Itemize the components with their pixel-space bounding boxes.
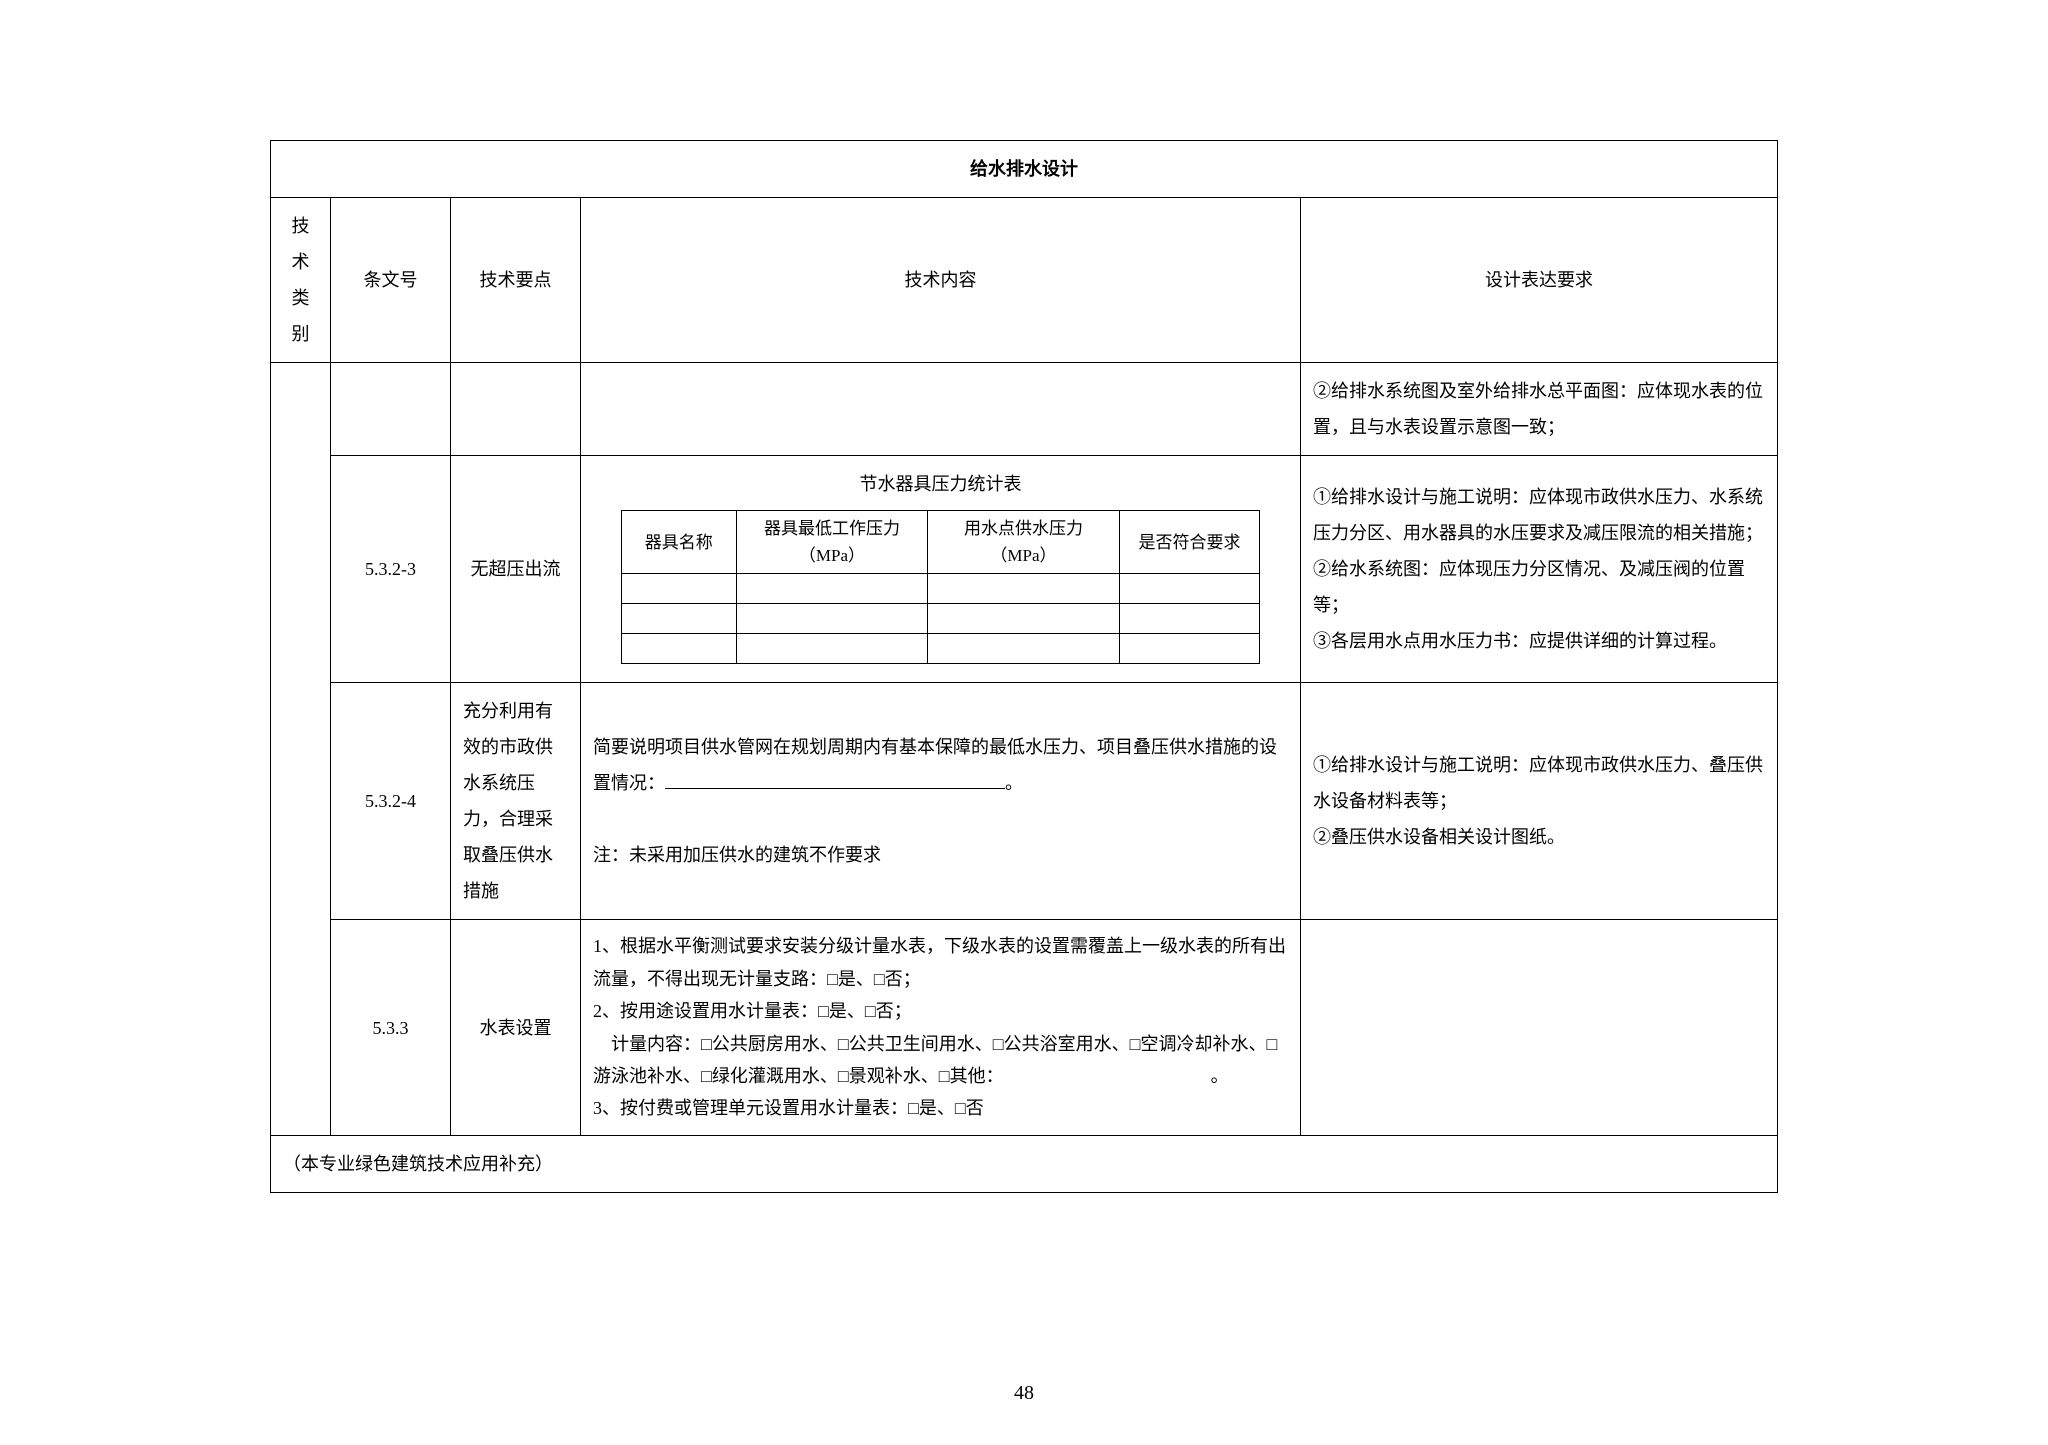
table-row: 5.3.3 水表设置 1、根据水平衡测试要求安装分级计量水表，下级水表的设置需覆…: [271, 920, 1778, 1135]
keypoint-empty: [451, 363, 581, 456]
inner-empty-row: [621, 574, 1259, 604]
keypoint-5-3-2-3: 无超压出流: [451, 456, 581, 683]
requirement-5-3-3-empty: [1301, 920, 1778, 1135]
main-table: 给水排水设计 技术 类别 条文号 技术要点 技术内容 设计表达要求 ②给排水系统…: [270, 140, 1778, 1193]
footer-row: （本专业绿色建筑技术应用补充）: [271, 1135, 1778, 1192]
content-5-3-3: 1、根据水平衡测试要求安装分级计量水表，下级水表的设置需覆盖上一级水表的所有出流…: [581, 920, 1301, 1135]
header-keypoint: 技术要点: [451, 198, 581, 363]
requirement-prev: ②给排水系统图及室外给排水总平面图：应体现水表的位置，且与水表设置示意图一致；: [1301, 363, 1778, 456]
inner-h0: 器具名称: [621, 511, 736, 574]
footer-note: （本专业绿色建筑技术应用补充）: [271, 1135, 1778, 1192]
table-row: 5.3.2-4 充分利用有效的市政供水系统压力，合理采取叠压供水措施 简要说明项…: [271, 683, 1778, 920]
content-5-3-2-3: 节水器具压力统计表 器具名称 器具最低工作压力（MPa） 用水点供水压力（MPa…: [581, 456, 1301, 683]
clause-empty: [331, 363, 451, 456]
header-clause: 条文号: [331, 198, 451, 363]
pressure-stat-table: 器具名称 器具最低工作压力（MPa） 用水点供水压力（MPa） 是否符合要求: [621, 510, 1260, 664]
clause-5-3-3: 5.3.3: [331, 920, 451, 1135]
header-category: 技术 类别: [271, 198, 331, 363]
table-row: 5.3.2-3 无超压出流 节水器具压力统计表 器具名称 器具最低工作压力（MP…: [271, 456, 1778, 683]
clause-5-3-2-4: 5.3.2-4: [331, 683, 451, 920]
content-5-3-2-4: 简要说明项目供水管网在规划周期内有基本保障的最低水压力、项目叠压供水措施的设置情…: [581, 683, 1301, 920]
header-requirement: 设计表达要求: [1301, 198, 1778, 363]
inner-h2: 用水点供水压力（MPa）: [928, 511, 1120, 574]
fill-line: [665, 770, 1005, 790]
keypoint-5-3-2-4: 充分利用有效的市政供水系统压力，合理采取叠压供水措施: [451, 683, 581, 920]
header-content: 技术内容: [581, 198, 1301, 363]
keypoint-5-3-3: 水表设置: [451, 920, 581, 1135]
inner-empty-row: [621, 634, 1259, 664]
header-row: 技术 类别 条文号 技术要点 技术内容 设计表达要求: [271, 198, 1778, 363]
main-title: 给水排水设计: [271, 141, 1778, 198]
requirement-5-3-2-3: ①给排水设计与施工说明：应体现市政供水压力、水系统压力分区、用水器具的水压要求及…: [1301, 456, 1778, 683]
inner-h3: 是否符合要求: [1119, 511, 1259, 574]
table-row: ②给排水系统图及室外给排水总平面图：应体现水表的位置，且与水表设置示意图一致；: [271, 363, 1778, 456]
inner-header-row: 器具名称 器具最低工作压力（MPa） 用水点供水压力（MPa） 是否符合要求: [621, 511, 1259, 574]
category-cell-empty: [271, 363, 331, 1136]
inner-empty-row: [621, 604, 1259, 634]
requirement-5-3-2-4: ①给排水设计与施工说明：应体现市政供水压力、叠压供水设备材料表等； ②叠压供水设…: [1301, 683, 1778, 920]
inner-table-title: 节水器具压力统计表: [593, 466, 1288, 502]
page-number: 48: [1014, 1382, 1034, 1405]
clause-5-3-2-3: 5.3.2-3: [331, 456, 451, 683]
content-note: 注：未采用加压供水的建筑不作要求: [593, 845, 881, 865]
inner-h1: 器具最低工作压力（MPa）: [736, 511, 928, 574]
title-row: 给水排水设计: [271, 141, 1778, 198]
content-empty: [581, 363, 1301, 456]
